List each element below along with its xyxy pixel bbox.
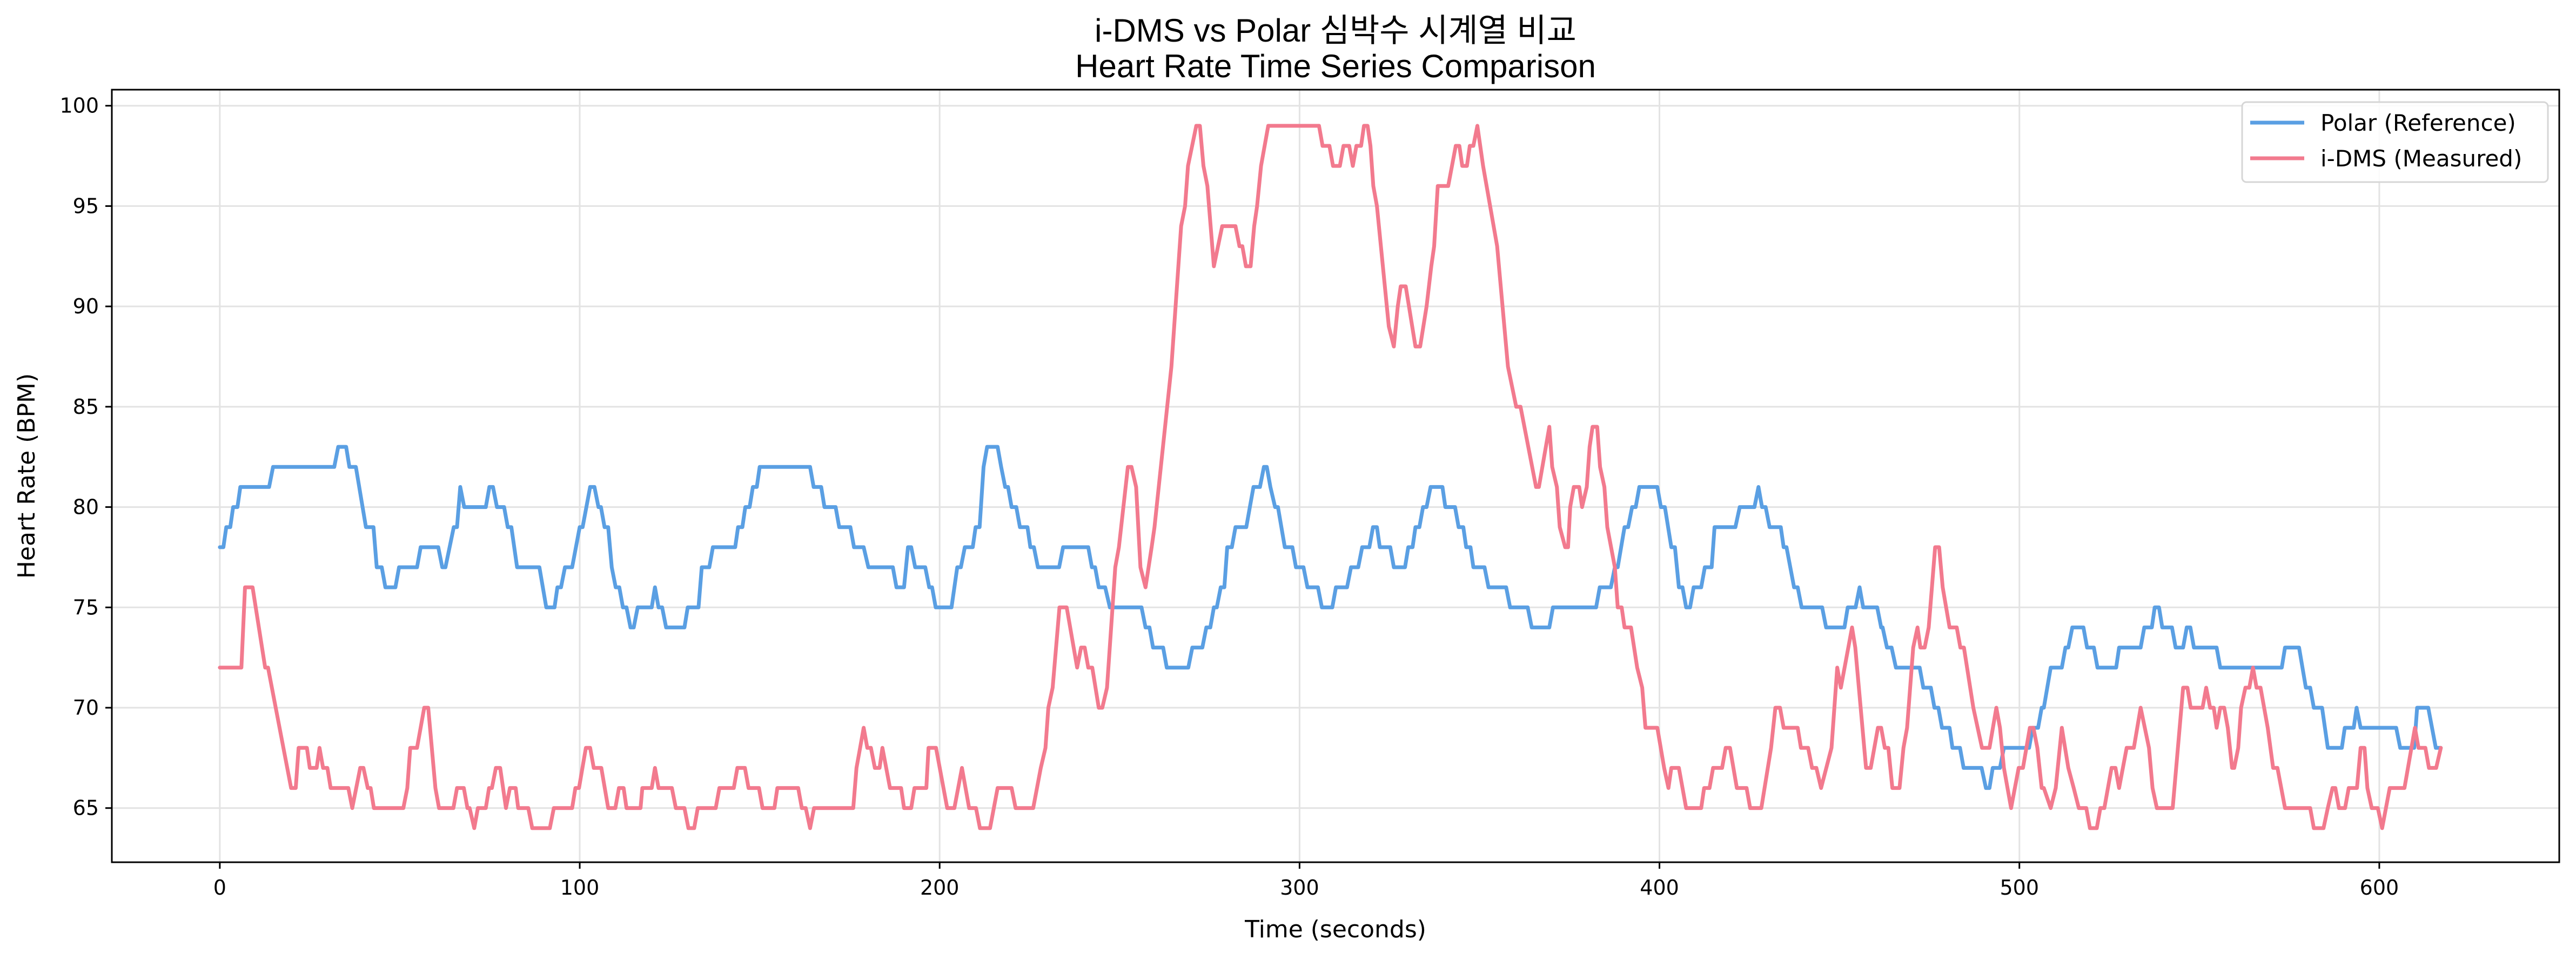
legend-label-idms: i-DMS (Measured) [2320, 145, 2522, 172]
x-tick-label: 500 [2000, 876, 2039, 900]
x-tick-label: 300 [1280, 876, 1319, 900]
grid [112, 90, 2559, 862]
legend: Polar (Reference) i-DMS (Measured) [2241, 101, 2549, 183]
y-tick-label: 100 [59, 94, 99, 118]
y-tick-label: 75 [73, 595, 99, 619]
x-tick-label: 400 [1640, 876, 1679, 900]
chart-title-line1: i-DMS vs Polar 심박수 시계열 비교 [1095, 12, 1577, 49]
y-tick-label: 65 [73, 796, 99, 820]
x-tick-label: 0 [213, 876, 226, 900]
x-tick-label: 100 [560, 876, 600, 900]
x-axis-ticks: 0 100 200 300 400 500 600 [213, 862, 2399, 900]
y-tick-label: 80 [73, 495, 99, 519]
plot-frame [111, 89, 2560, 863]
chart-title-line2: Heart Rate Time Series Comparison [1075, 48, 1596, 84]
y-axis-label: Heart Rate (BPM) [13, 373, 41, 579]
y-axis-ticks: 65 70 75 80 85 90 95 100 [59, 94, 112, 820]
x-tick-label: 200 [920, 876, 960, 900]
y-tick-label: 90 [73, 294, 99, 318]
x-axis-label: Time (seconds) [1244, 916, 1426, 943]
y-tick-label: 95 [73, 194, 99, 218]
series-line-idms [218, 124, 2443, 830]
legend-box [2241, 101, 2549, 183]
series-lines [218, 124, 2443, 830]
y-tick-label: 70 [73, 696, 99, 720]
legend-label-polar: Polar (Reference) [2320, 110, 2516, 136]
y-tick-label: 85 [73, 395, 99, 419]
x-tick-label: 600 [2360, 876, 2399, 900]
series-line-polar [218, 445, 2443, 790]
